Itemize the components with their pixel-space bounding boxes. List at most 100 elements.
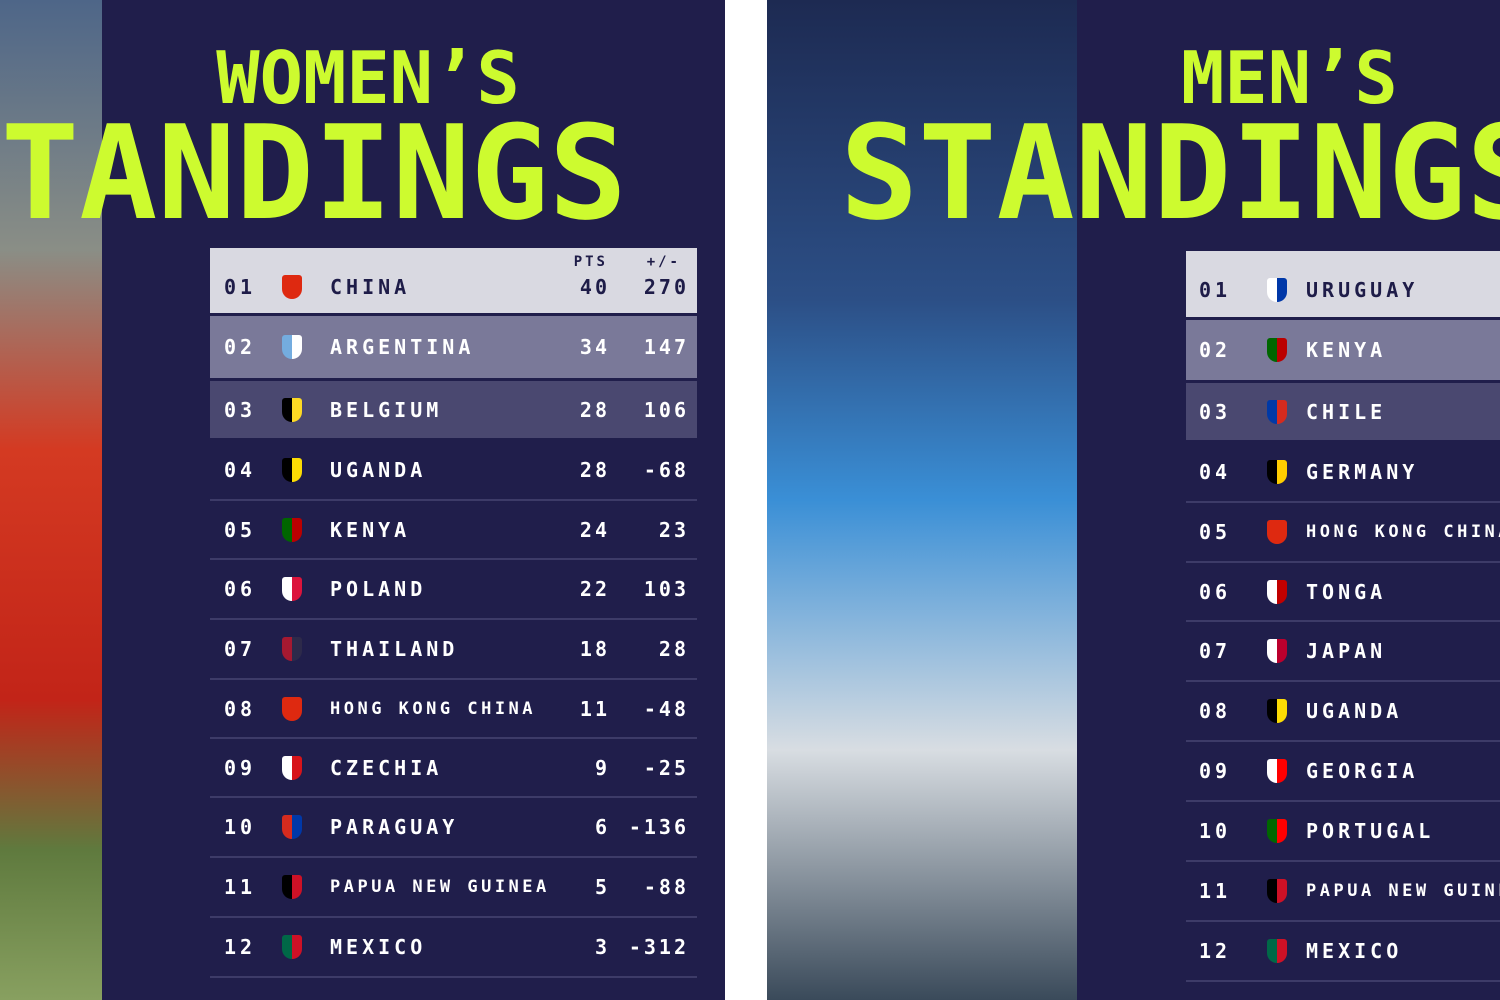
table-row: 04 UGANDA 28 -68 bbox=[210, 441, 697, 499]
flag bbox=[1267, 819, 1287, 843]
difference: -25 bbox=[643, 755, 689, 780]
points: 11 bbox=[579, 696, 610, 721]
rank: 04 bbox=[1199, 460, 1232, 484]
table-row: 12 MEXICO 3 -312 bbox=[210, 918, 697, 976]
row-separator bbox=[210, 618, 697, 620]
title-line2: STANDINGS bbox=[840, 97, 1500, 249]
table-row: 06 TONGA bbox=[1186, 563, 1500, 620]
player-photo bbox=[0, 0, 102, 1000]
team-name: ARGENTINA bbox=[330, 335, 475, 359]
team-name: THAILAND bbox=[330, 637, 459, 661]
row-separator bbox=[210, 737, 697, 739]
team-name: PORTUGAL bbox=[1306, 819, 1435, 843]
women-panel: WOMEN’S STANDINGS 01 CHINA 40 270 PTS +/- 02 AR… bbox=[0, 0, 725, 1000]
team-name: PAPUA NEW GUINEA bbox=[330, 877, 550, 897]
team-photo bbox=[767, 0, 1077, 1000]
table-row: 05 HONG KONG CHINA bbox=[1186, 503, 1500, 561]
table-row: 01 CHINA 40 270 PTS +/- bbox=[210, 248, 697, 313]
rank: 03 bbox=[1199, 399, 1232, 424]
difference: 147 bbox=[643, 335, 689, 359]
difference: -88 bbox=[643, 875, 689, 899]
rank: 07 bbox=[1199, 639, 1232, 663]
difference: 270 bbox=[643, 274, 689, 299]
points: 24 bbox=[579, 517, 610, 542]
team-name: CHILE bbox=[1306, 399, 1387, 424]
row-separator bbox=[210, 916, 697, 918]
rank: 08 bbox=[1199, 699, 1232, 723]
table-row: 11 PAPUA NEW GUINEA 5 -88 bbox=[210, 858, 697, 916]
title-line2: STANDINGS bbox=[0, 97, 627, 249]
row-separator bbox=[1186, 501, 1500, 503]
flag bbox=[1267, 520, 1287, 544]
row-separator bbox=[210, 976, 697, 978]
difference-header: +/- bbox=[646, 254, 681, 270]
flag bbox=[282, 875, 302, 899]
difference: -48 bbox=[643, 696, 689, 721]
row-separator bbox=[210, 499, 697, 501]
team-name: UGANDA bbox=[1306, 699, 1403, 723]
points: 22 bbox=[579, 577, 610, 601]
table-row: 02 ARGENTINA 34 147 bbox=[210, 316, 697, 378]
row-separator bbox=[1186, 561, 1500, 563]
team-name: MEXICO bbox=[1306, 939, 1403, 963]
rank: 05 bbox=[224, 517, 257, 542]
flag bbox=[1267, 579, 1287, 604]
rank: 02 bbox=[224, 335, 257, 359]
points: 34 bbox=[579, 335, 610, 359]
rank: 06 bbox=[224, 577, 257, 601]
table-row: 03 BELGIUM 28 106 bbox=[210, 381, 697, 438]
table-row: 08 HONG KONG CHINA 11 -48 bbox=[210, 680, 697, 737]
team-name: POLAND bbox=[330, 577, 427, 601]
row-separator bbox=[210, 796, 697, 798]
flag bbox=[1267, 399, 1287, 424]
flag bbox=[282, 755, 302, 780]
table-row: 04 GERMANY bbox=[1186, 443, 1500, 501]
table-row: 07 JAPAN bbox=[1186, 622, 1500, 680]
points: 28 bbox=[579, 397, 610, 422]
row-separator bbox=[1186, 920, 1500, 922]
flag bbox=[1267, 939, 1287, 963]
rank: 03 bbox=[224, 397, 257, 422]
men-panel: MEN’S STANDINGS 01 URUGUAY 02 KENYA 03 CHILE 0… bbox=[767, 0, 1500, 1000]
row-separator bbox=[1186, 860, 1500, 862]
rank: 11 bbox=[224, 875, 257, 899]
rank: 07 bbox=[224, 637, 257, 661]
difference: 28 bbox=[658, 637, 689, 661]
flag bbox=[1267, 879, 1287, 903]
rank: 05 bbox=[1199, 520, 1232, 544]
flag bbox=[1267, 460, 1287, 484]
rank: 09 bbox=[224, 755, 257, 780]
row-separator bbox=[1186, 980, 1500, 982]
table-row: 05 KENYA 24 23 bbox=[210, 501, 697, 558]
flag bbox=[282, 637, 302, 661]
table-row: 10 PORTUGAL bbox=[1186, 802, 1500, 860]
rank: 11 bbox=[1199, 879, 1232, 903]
team-name: MEXICO bbox=[330, 935, 427, 959]
rank: 01 bbox=[224, 274, 257, 299]
flag bbox=[282, 458, 302, 482]
team-name: KENYA bbox=[330, 517, 411, 542]
flag bbox=[282, 696, 302, 721]
flag bbox=[1267, 338, 1287, 362]
flag bbox=[282, 577, 302, 601]
rank: 12 bbox=[224, 935, 257, 959]
table-row: 03 CHILE bbox=[1186, 383, 1500, 440]
rank: 12 bbox=[1199, 939, 1232, 963]
flag bbox=[282, 815, 302, 839]
rank: 01 bbox=[1199, 278, 1232, 302]
team-name: UGANDA bbox=[330, 458, 427, 482]
flag bbox=[282, 397, 302, 422]
row-separator bbox=[1186, 740, 1500, 742]
table-row: 01 URUGUAY bbox=[1186, 251, 1500, 317]
points: 40 bbox=[579, 274, 610, 299]
points: 28 bbox=[579, 458, 610, 482]
flag bbox=[1267, 278, 1287, 302]
row-separator bbox=[210, 678, 697, 680]
team-name: HONG KONG CHINA bbox=[330, 698, 537, 719]
row-separator bbox=[1186, 800, 1500, 802]
table-row: 10 PARAGUAY 6 -136 bbox=[210, 798, 697, 856]
difference: -312 bbox=[628, 935, 689, 959]
points: 3 bbox=[594, 935, 610, 959]
points: 9 bbox=[594, 755, 610, 780]
